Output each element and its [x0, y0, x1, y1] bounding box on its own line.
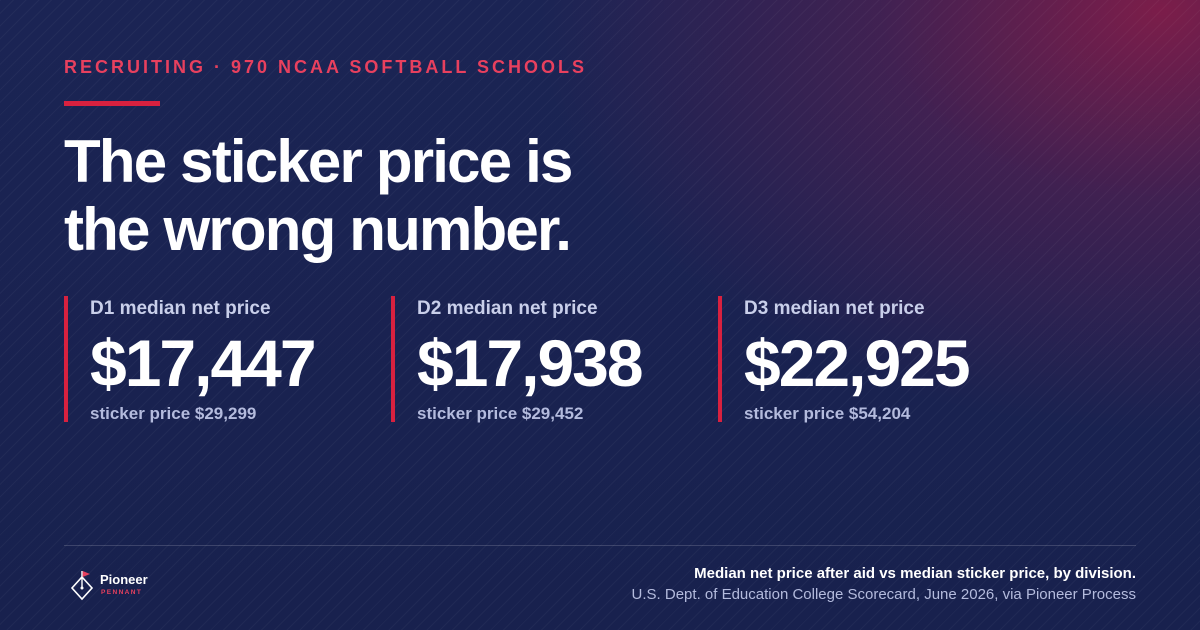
stat-sticker-price: sticker price $29,299: [90, 404, 257, 423]
logo-name: Pioneer: [100, 572, 148, 587]
logo-subtitle: PENNANT: [101, 589, 143, 596]
stat-sticker-price: sticker price $54,204: [744, 404, 911, 423]
stat-sticker-price: sticker price $29,452: [417, 404, 584, 423]
stat-label: D2 median net price: [417, 298, 598, 319]
stat-d1: D1 median net price $17,447 sticker pric…: [64, 296, 317, 423]
footer-divider: [64, 545, 1136, 546]
pennant-diamond-icon: [70, 571, 94, 601]
stat-value: $17,938: [417, 326, 644, 400]
headline-line-1: The sticker price is: [64, 128, 573, 195]
kicker: RECRUITING · 970 NCAA SOFTBALL SCHOOLS: [64, 57, 588, 77]
headline-line-2: the wrong number.: [64, 196, 572, 263]
kicker-accent-bar: [64, 101, 160, 106]
stat-label: D3 median net price: [744, 298, 925, 319]
stat-value: $17,447: [90, 326, 317, 400]
stat-d2: D2 median net price $17,938 sticker pric…: [391, 296, 644, 423]
stat-value: $22,925: [744, 326, 971, 400]
footer-source: U.S. Dept. of Education College Scorecar…: [631, 586, 1136, 603]
stat-label: D1 median net price: [90, 298, 271, 319]
headline: The sticker price is the wrong number.: [64, 128, 824, 264]
stat-d3: D3 median net price $22,925 sticker pric…: [718, 296, 971, 423]
footer-caption: Median net price after aid vs median sti…: [694, 565, 1136, 582]
pioneer-pennant-logo: Pioneer PENNANT: [70, 568, 190, 604]
